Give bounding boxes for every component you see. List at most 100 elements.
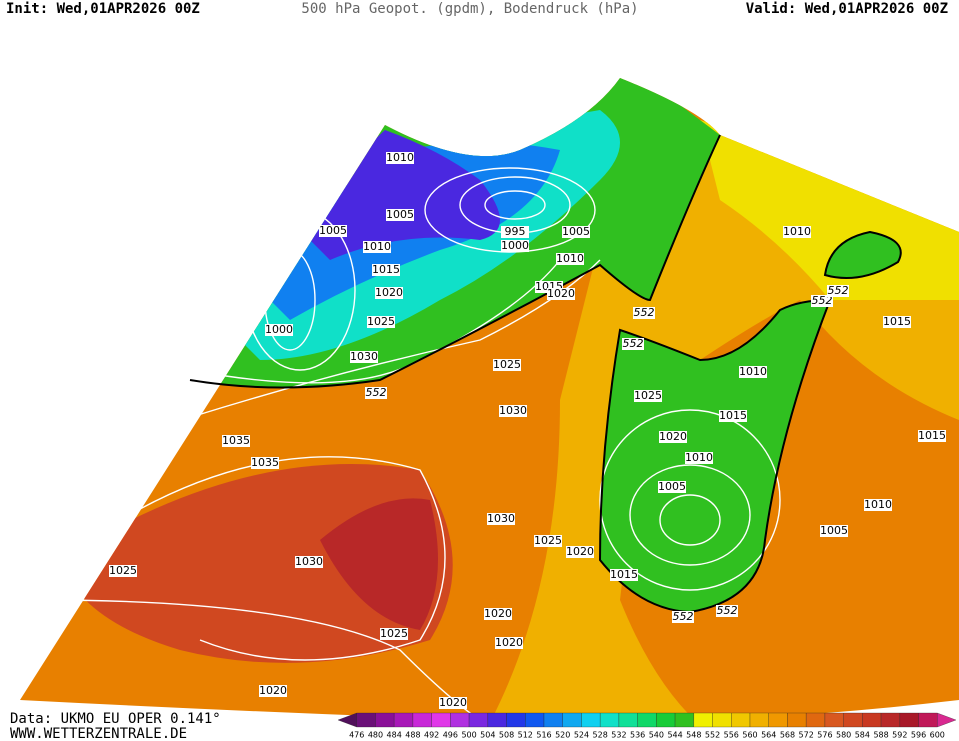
colorbar-label: 512 xyxy=(518,731,533,740)
colorbar-swatch xyxy=(431,712,451,728)
isobar-label: 1030 xyxy=(499,404,527,417)
colorbar-label: 592 xyxy=(892,731,907,740)
label-box xyxy=(495,637,523,649)
contour-label: 552 xyxy=(623,337,644,350)
colorbar-label: 536 xyxy=(630,731,645,740)
isobar-label: 1020 xyxy=(659,430,687,443)
colorbar-label: 572 xyxy=(799,731,814,740)
isobar-label: 1020 xyxy=(566,545,594,558)
isobar-label: 1015 xyxy=(372,263,400,276)
colorbar-label: 476 xyxy=(349,731,364,740)
colorbar-label: 540 xyxy=(649,731,664,740)
label-box xyxy=(251,457,279,469)
colorbar-swatch xyxy=(375,712,395,728)
isobar-label: 1010 xyxy=(685,451,713,464)
label-box xyxy=(439,697,467,709)
colorbar-label: 504 xyxy=(480,731,495,740)
website: WWW.WETTERZENTRALE.DE xyxy=(10,726,187,741)
field-region xyxy=(600,300,830,612)
colorbar-label: 564 xyxy=(761,731,776,740)
colorbar-label: 484 xyxy=(387,731,402,740)
label-box xyxy=(350,351,378,363)
isobar-label: 1030 xyxy=(295,555,323,568)
isobar-label: 1005 xyxy=(658,480,686,493)
isobar-label: 1005 xyxy=(319,224,347,237)
label-box xyxy=(380,628,408,640)
label-box xyxy=(365,387,387,399)
isobar-label: 1015 xyxy=(883,315,911,328)
colorbar-swatch xyxy=(450,712,470,728)
colorbar-swatch xyxy=(656,712,676,728)
label-box xyxy=(820,525,848,537)
colorbar-label: 524 xyxy=(574,731,589,740)
colorbar-label: 588 xyxy=(873,731,888,740)
contour-label: 552 xyxy=(634,306,655,319)
colorbar-label: 516 xyxy=(536,731,551,740)
colorbar-swatch xyxy=(487,712,507,728)
label-box xyxy=(363,241,391,253)
isobar-label: 1015 xyxy=(918,429,946,442)
colorbar-label: 560 xyxy=(742,731,757,740)
colorbar-label: 556 xyxy=(724,731,739,740)
label-box xyxy=(562,226,590,238)
colorbar-swatch xyxy=(600,712,620,728)
isobar-label: 1015 xyxy=(719,409,747,422)
label-box xyxy=(367,316,395,328)
label-box xyxy=(634,390,662,402)
isobar-label: 1000 xyxy=(501,239,529,252)
colorbar-label: 568 xyxy=(780,731,795,740)
isobar-label: 1010 xyxy=(556,252,584,265)
colorbar-swatch xyxy=(674,712,694,728)
colorbar-swatch xyxy=(412,712,432,728)
label-box xyxy=(622,338,644,350)
isobar-label: 1005 xyxy=(562,225,590,238)
label-box xyxy=(259,685,287,697)
colorbar-label: 548 xyxy=(686,731,701,740)
isobar-label: 1025 xyxy=(634,389,662,402)
label-box xyxy=(672,611,694,623)
isobar-label: 1025 xyxy=(367,315,395,328)
field-region xyxy=(320,498,438,630)
colorbar-label: 532 xyxy=(611,731,626,740)
label-box xyxy=(547,288,575,300)
label-box xyxy=(493,359,521,371)
colorbar-swatch xyxy=(637,712,657,728)
colorbar-label: 576 xyxy=(817,731,832,740)
label-box xyxy=(484,608,512,620)
isobar-label: 1030 xyxy=(487,512,515,525)
colorbar-swatch xyxy=(506,712,526,728)
colorbar-swatch xyxy=(749,712,769,728)
init-time: Init: Wed,01APR2026 00Z xyxy=(6,1,200,17)
contour-label: 552 xyxy=(812,294,833,307)
colorbar-swatch xyxy=(581,712,601,728)
contour-label: 552 xyxy=(828,284,849,297)
colorbar-swatch xyxy=(356,712,376,728)
colorbar-swatch xyxy=(787,712,807,728)
label-box xyxy=(658,481,686,493)
colorbar-swatch xyxy=(806,712,826,728)
colorbar-swatch xyxy=(712,712,732,728)
colorbar-swatch xyxy=(880,712,900,728)
isobar-label: 995 xyxy=(505,225,526,238)
isobar-label: 1020 xyxy=(439,696,467,709)
colorbar-label: 488 xyxy=(405,731,420,740)
label-box xyxy=(386,209,414,221)
label-box xyxy=(372,264,400,276)
isobar-label: 1010 xyxy=(739,365,767,378)
label-box xyxy=(375,287,403,299)
label-box xyxy=(610,569,638,581)
contour-label: 552 xyxy=(366,386,387,399)
label-box xyxy=(716,605,738,617)
label-box xyxy=(566,546,594,558)
label-box xyxy=(783,226,811,238)
label-box xyxy=(864,499,892,511)
label-box xyxy=(534,535,562,547)
field-region xyxy=(300,130,500,260)
colorbar-label: 496 xyxy=(443,731,458,740)
label-box xyxy=(501,226,529,238)
label-box xyxy=(501,240,529,252)
colorbar-label: 600 xyxy=(930,731,945,740)
label-box xyxy=(883,316,911,328)
